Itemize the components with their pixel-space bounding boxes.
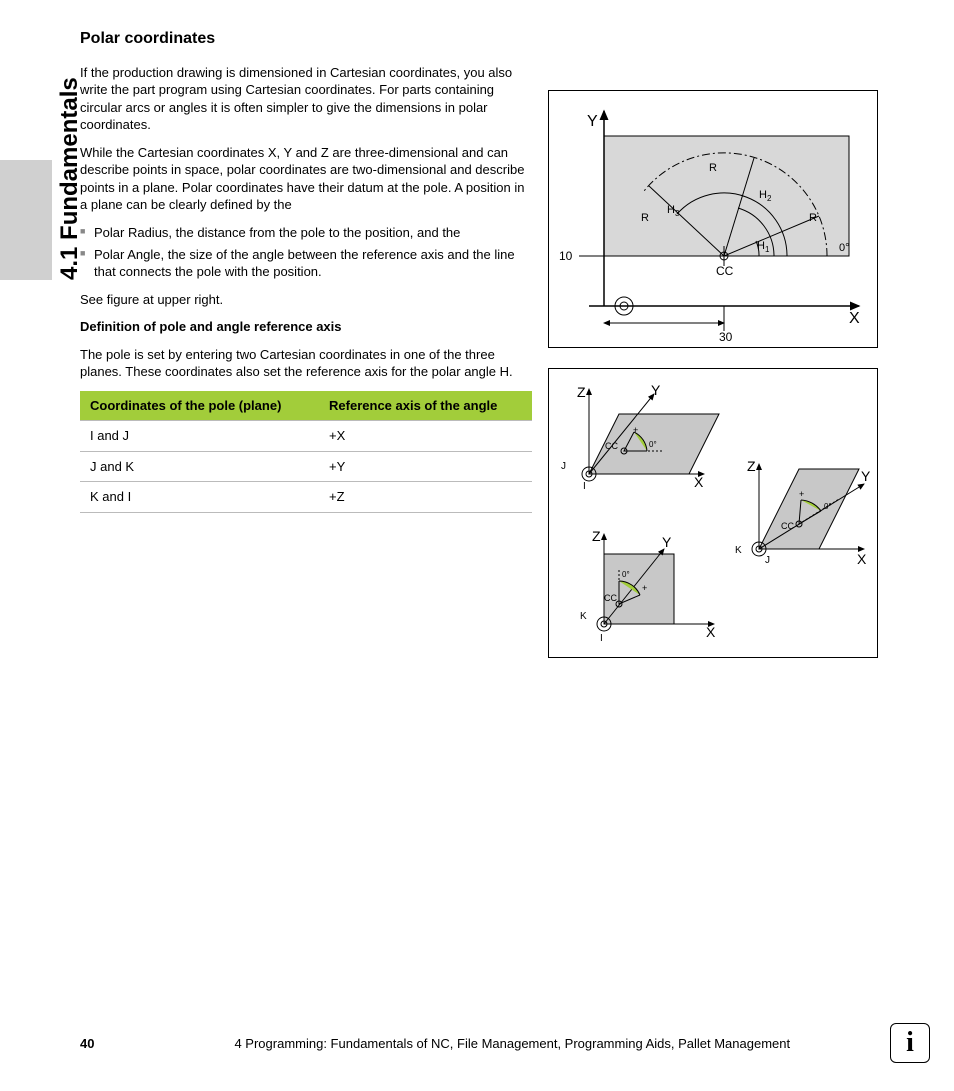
svg-text:Z: Z <box>747 458 756 474</box>
footer-text: 4 Programming: Fundamentals of NC, File … <box>234 1036 790 1051</box>
table-row: I and J+X <box>80 421 532 452</box>
svg-text:K: K <box>580 611 587 622</box>
svg-text:CC: CC <box>604 593 617 603</box>
para: While the Cartesian coordinates X, Y and… <box>80 144 532 214</box>
para: If the production drawing is dimensioned… <box>80 64 532 134</box>
para: The pole is set by entering two Cartesia… <box>80 346 532 381</box>
svg-text:R: R <box>641 212 649 224</box>
svg-text:0°: 0° <box>839 242 850 254</box>
svg-text:0°: 0° <box>649 440 657 449</box>
subheading: Definition of pole and angle reference a… <box>80 318 532 336</box>
svg-text:0°: 0° <box>622 570 630 579</box>
svg-text:Y: Y <box>587 113 598 130</box>
table-col-header: Reference axis of the angle <box>319 391 532 421</box>
svg-text:+: + <box>642 583 647 593</box>
svg-text:+: + <box>633 425 638 435</box>
svg-text:Y: Y <box>651 382 661 398</box>
svg-text:X: X <box>849 310 860 327</box>
svg-text:Z: Z <box>577 384 586 400</box>
svg-text:CC: CC <box>716 264 734 278</box>
svg-text:R: R <box>809 212 817 224</box>
svg-text:30: 30 <box>719 330 733 344</box>
svg-text:10: 10 <box>559 249 573 263</box>
list-item: Polar Radius, the distance from the pole… <box>80 224 532 242</box>
svg-text:X: X <box>694 474 704 490</box>
info-icon: i <box>890 1023 930 1063</box>
svg-text:I: I <box>583 481 586 492</box>
svg-text:Y: Y <box>861 468 871 484</box>
svg-text:I: I <box>600 633 603 644</box>
svg-text:+: + <box>799 489 804 499</box>
heading: Polar coordinates <box>80 28 532 50</box>
svg-text:Z: Z <box>592 528 601 544</box>
reference-table: Coordinates of the pole (plane) Referenc… <box>80 391 532 513</box>
svg-text:CC: CC <box>781 521 794 531</box>
svg-text:J: J <box>561 461 566 472</box>
side-tab <box>0 160 52 280</box>
list-item: Polar Angle, the size of the angle betwe… <box>80 246 532 281</box>
svg-text:Y: Y <box>662 534 672 550</box>
svg-text:K: K <box>735 545 742 556</box>
polar-coords-diagram: Y X 10 CC 30 0° R R R H1 H2 H3 <box>548 90 878 348</box>
table-row: J and K+Y <box>80 451 532 482</box>
table-col-header: Coordinates of the pole (plane) <box>80 391 319 421</box>
svg-text:J: J <box>765 555 770 566</box>
svg-text:X: X <box>706 624 716 640</box>
body-text: Polar coordinates If the production draw… <box>80 28 532 513</box>
svg-text:X: X <box>857 551 867 567</box>
bullet-list: Polar Radius, the distance from the pole… <box>80 224 532 281</box>
svg-text:R: R <box>709 162 717 174</box>
page-footer: 40 4 Programming: Fundamentals of NC, Fi… <box>80 1036 880 1051</box>
page-number: 40 <box>80 1036 94 1051</box>
table-row: K and I+Z <box>80 482 532 513</box>
para: See figure at upper right. <box>80 291 532 309</box>
svg-text:CC: CC <box>605 441 618 451</box>
planes-diagram: Z X Y J I CC 0° + Z X Y K J CC 0° + <box>548 368 878 658</box>
